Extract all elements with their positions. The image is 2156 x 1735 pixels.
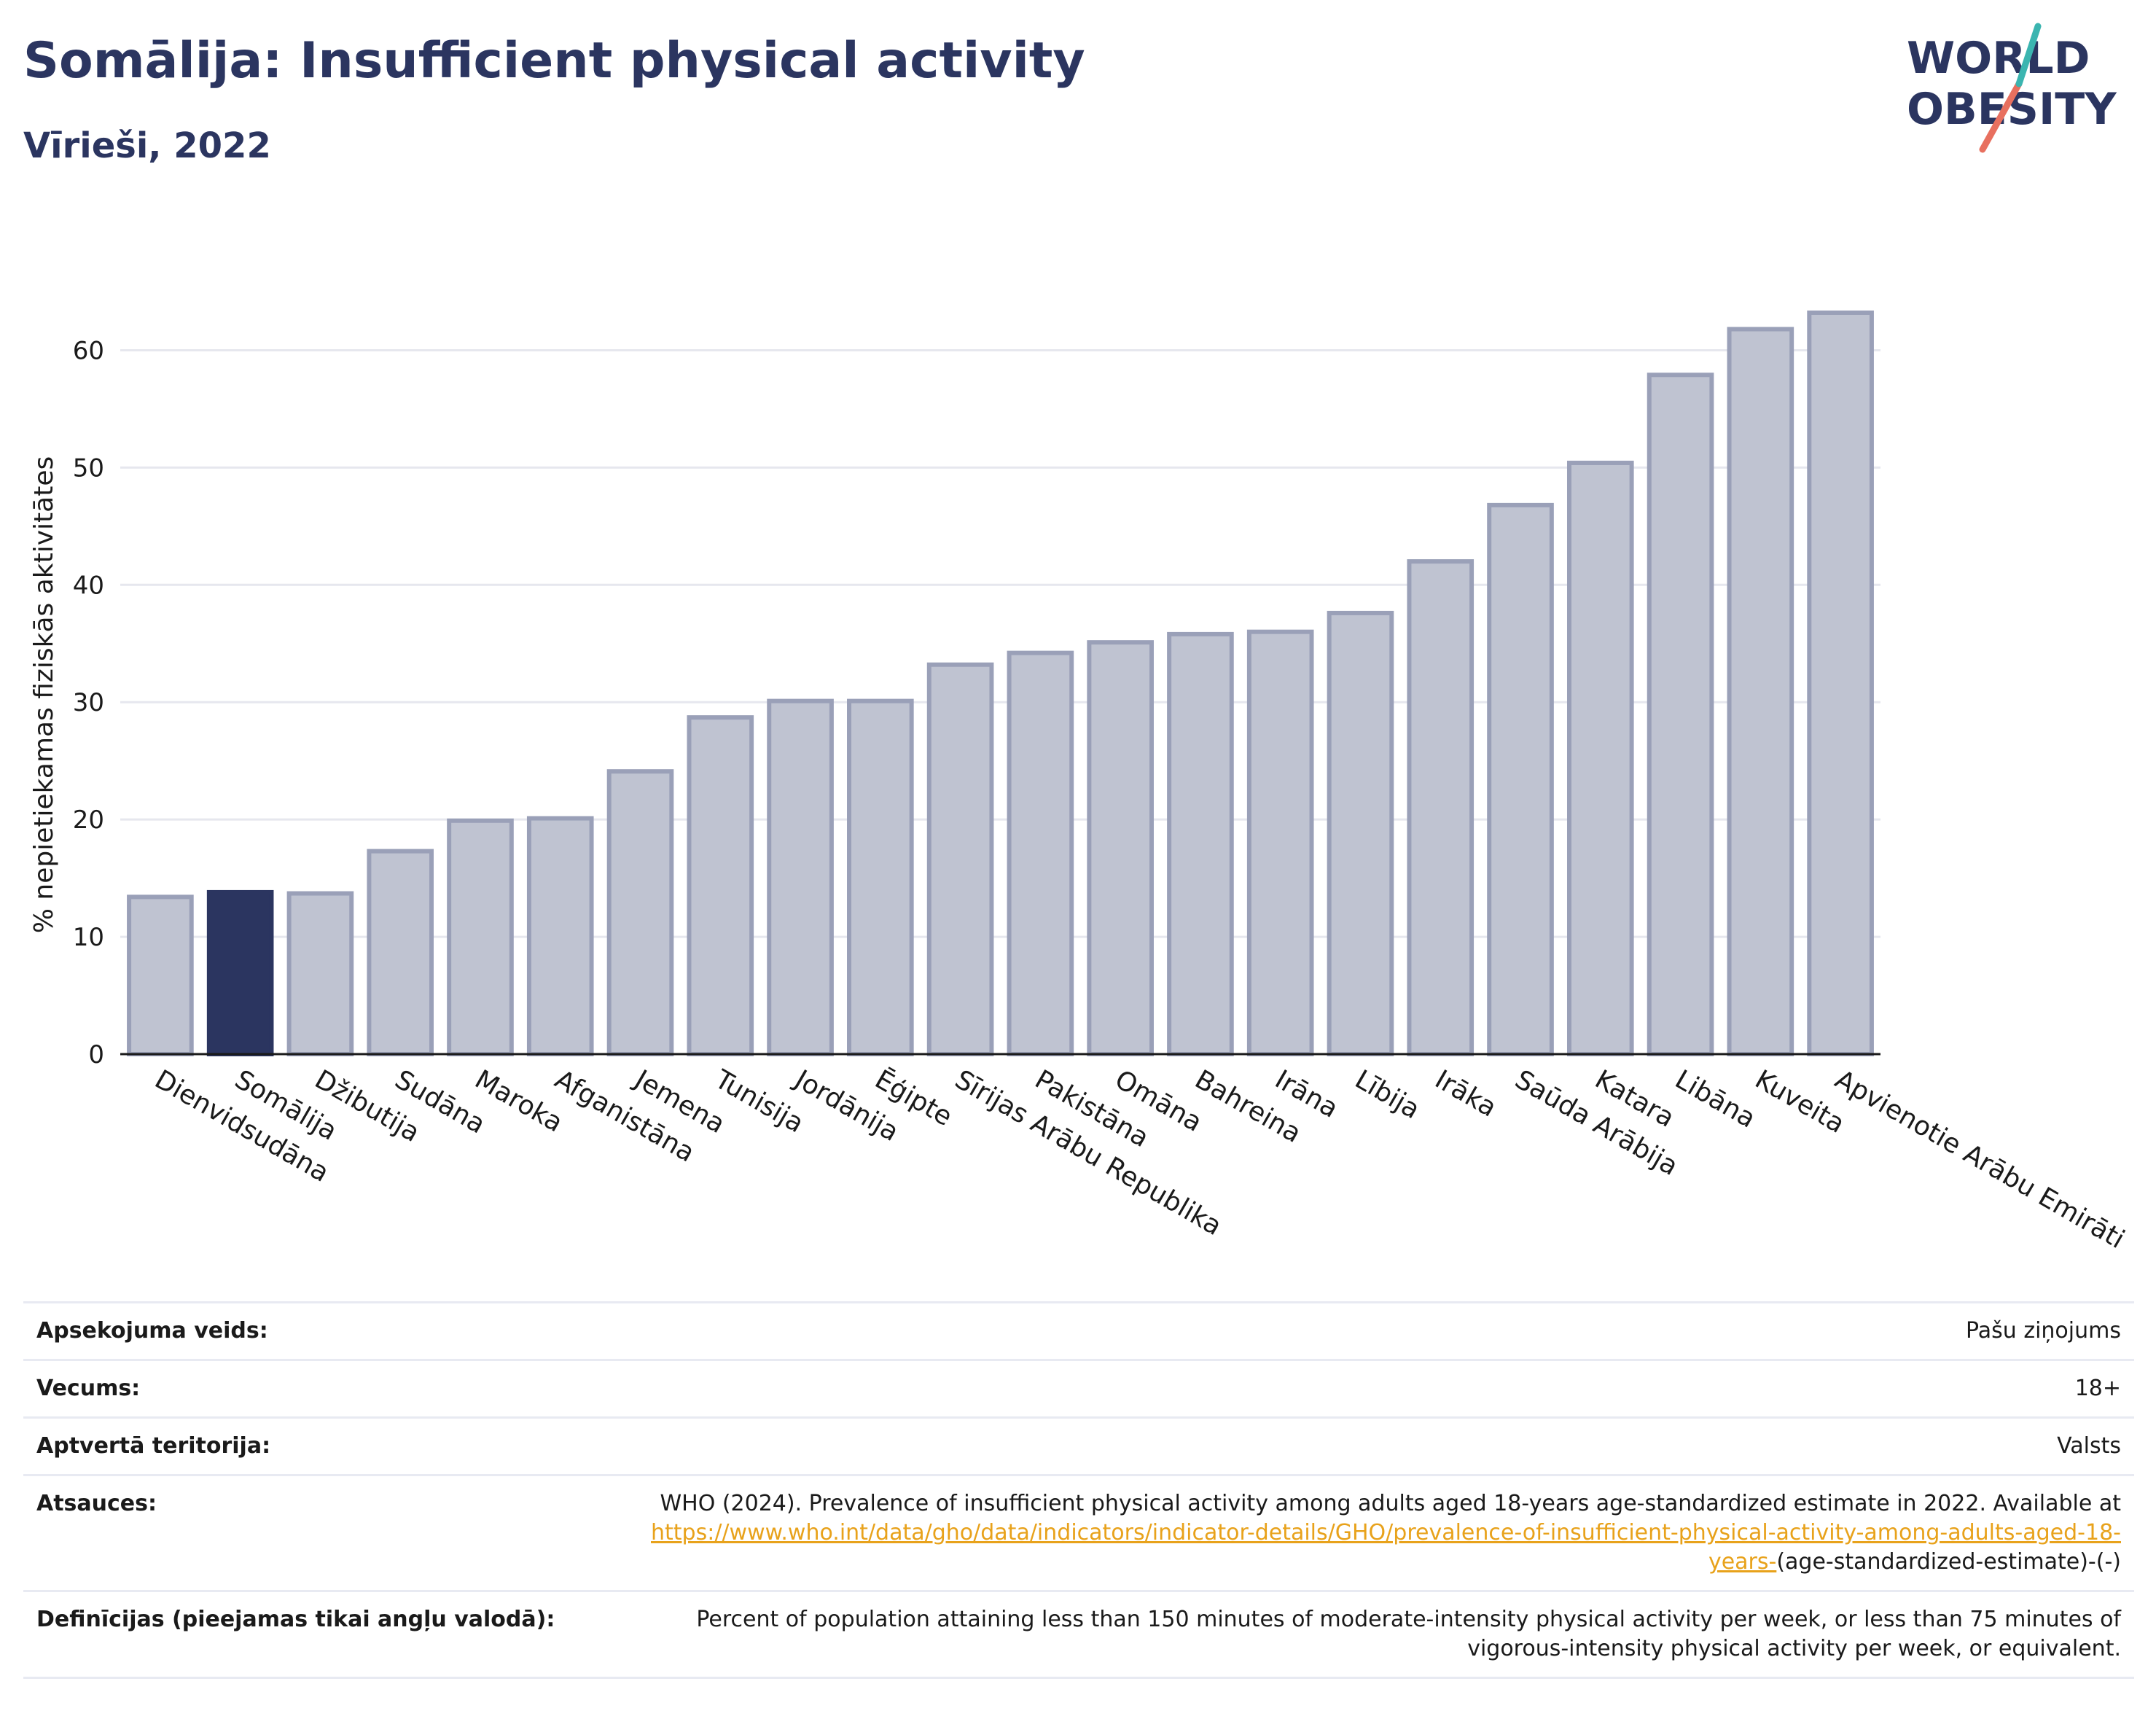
y-tick-label: 60 — [73, 336, 104, 365]
meta-age-label: Vecums: — [23, 1359, 604, 1418]
bar-9 — [847, 698, 914, 1056]
references-tail: (age-standardized-estimate)-(-) — [1776, 1549, 2121, 1575]
bar-20 — [1727, 327, 1794, 1057]
y-axis-label: % nepietiekamas fiziskās aktivitātes — [29, 456, 59, 933]
bar-11 — [1007, 650, 1074, 1056]
world-obesity-logo: WORLD OBESITY — [1907, 23, 2117, 153]
y-tick-label: 50 — [73, 453, 104, 483]
bar-12 — [1087, 640, 1154, 1056]
meta-survey-value: Pašu ziņojums — [604, 1301, 2134, 1360]
bar-14 — [1246, 629, 1314, 1056]
logo-slash-red — [1979, 80, 2023, 153]
bar-1 — [206, 889, 274, 1056]
metadata-table: Apsekojuma veids: Pašu ziņojums Vecums: … — [23, 1301, 2134, 1679]
meta-row-age: Vecums: 18+ — [23, 1359, 2134, 1418]
bars — [127, 310, 1874, 1057]
bar-8 — [767, 698, 834, 1056]
meta-age-value: 18+ — [604, 1359, 2134, 1418]
meta-references-label: Atsauces: — [23, 1474, 604, 1591]
bar-3 — [367, 849, 434, 1056]
x-tick-label-21: Apvienotie Arābu Emirāti — [1830, 1064, 2130, 1255]
meta-definitions-value: Percent of population attaining less tha… — [604, 1590, 2134, 1679]
page-title: Somālija: Insufficient physical activity — [23, 32, 1085, 90]
bar-21 — [1807, 310, 1874, 1057]
bar-chart: 0 10 20 30 40 50 60 DienvidsudānaSomālijaDžibu… — [29, 310, 2130, 1255]
x-tick-label-20: Kuveita — [1750, 1064, 1850, 1139]
logo-line1: WORLD — [1907, 33, 2090, 84]
meta-row-definitions: Definīcijas (pieejamas tikai angļu valod… — [23, 1590, 2134, 1679]
meta-row-survey: Apsekojuma veids: Pašu ziņojums — [23, 1301, 2134, 1360]
x-tick-label-19: Libāna — [1670, 1064, 1760, 1134]
bar-2 — [286, 891, 354, 1057]
y-tick-label: 20 — [73, 806, 104, 835]
y-tick-label: 30 — [73, 688, 104, 717]
x-tick-label-16: Irāka — [1430, 1064, 1501, 1123]
meta-survey-label: Apsekojuma veids: — [23, 1301, 604, 1360]
bar-4 — [447, 818, 514, 1056]
bar-19 — [1647, 373, 1714, 1057]
bar-18 — [1566, 460, 1634, 1056]
meta-row-coverage: Aptvertā teritorija: Valsts — [23, 1416, 2134, 1475]
logo-slash-teal — [2015, 23, 2042, 87]
bar-15 — [1327, 610, 1394, 1056]
y-tick-labels: 0 10 20 30 40 50 60 — [73, 336, 104, 1069]
bar-17 — [1487, 502, 1554, 1056]
bar-16 — [1407, 559, 1475, 1057]
references-link[interactable]: https://www.who.int/data/gho/data/indica… — [651, 1520, 2121, 1575]
bar-6 — [606, 769, 674, 1057]
meta-references-value: WHO (2024). Prevalence of insufficient p… — [604, 1474, 2134, 1591]
meta-row-references: Atsauces: WHO (2024). Prevalence of insu… — [23, 1474, 2134, 1591]
page-subtitle: Vīrieši, 2022 — [23, 125, 271, 166]
bar-0 — [127, 894, 194, 1057]
meta-coverage-label: Aptvertā teritorija: — [23, 1416, 604, 1475]
y-tick-label: 10 — [73, 923, 104, 952]
x-tick-label-7: Tunisija — [709, 1064, 809, 1139]
references-text: WHO (2024). Prevalence of insufficient p… — [660, 1491, 2121, 1516]
bar-5 — [526, 816, 594, 1056]
bar-7 — [687, 715, 754, 1056]
meta-coverage-value: Valsts — [604, 1416, 2134, 1475]
y-tick-label: 0 — [88, 1040, 104, 1069]
bar-13 — [1167, 631, 1234, 1056]
x-tick-labels: DienvidsudānaSomālijaDžibutijaSudānaMaro… — [149, 1064, 2129, 1255]
x-tick-label-15: Lībija — [1350, 1064, 1425, 1125]
x-tick-label-4: Maroka — [469, 1064, 567, 1138]
meta-definitions-label: Definīcijas (pieejamas tikai angļu valod… — [23, 1590, 604, 1679]
bar-10 — [926, 662, 994, 1056]
y-tick-label: 40 — [73, 571, 104, 600]
